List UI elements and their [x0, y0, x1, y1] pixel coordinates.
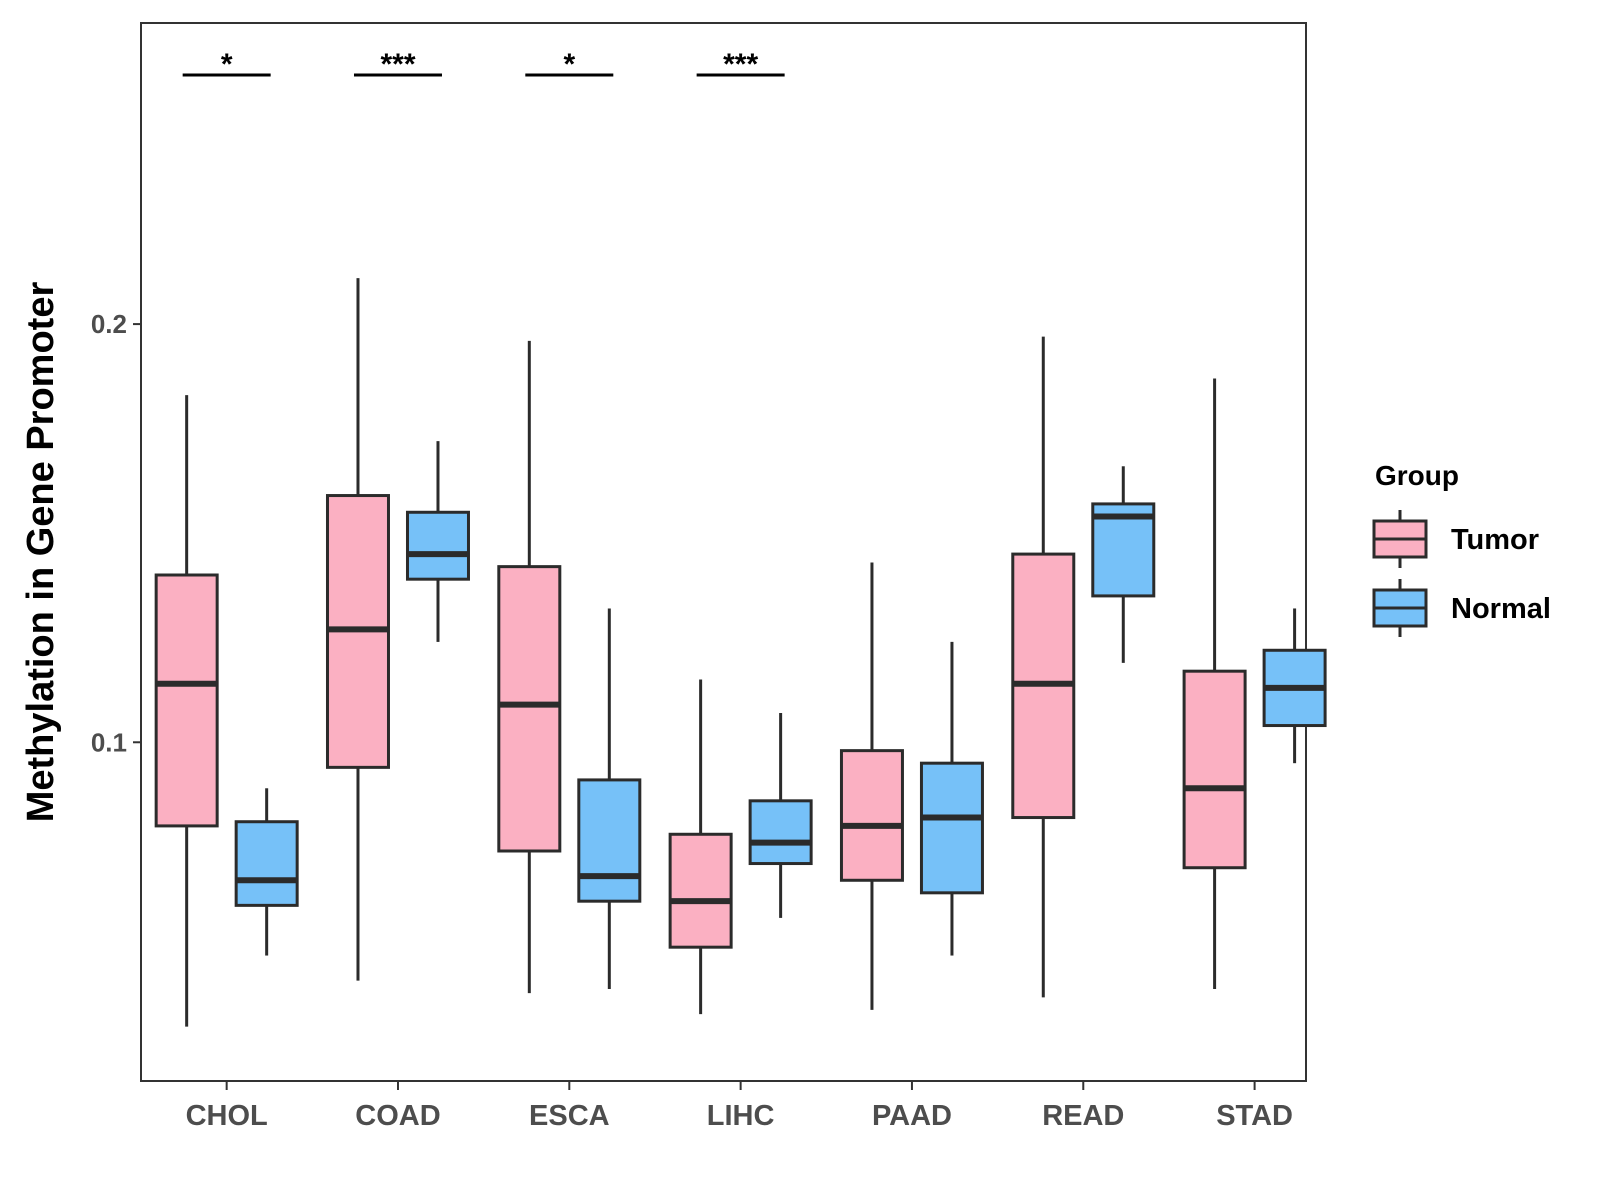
y-tick-label-1: 0.2 — [91, 309, 127, 339]
chart-marks: * *** * *** — [154, 48, 1327, 1027]
x-tick-label-stad: STAD — [1216, 1100, 1293, 1132]
x-tick-label-chol: CHOL — [186, 1100, 268, 1132]
legend-label-normal: Normal — [1451, 593, 1551, 625]
box-paad-normal — [919, 761, 984, 895]
box-esca-tumor — [497, 565, 562, 853]
x-tick-label-lihc: LIHC — [707, 1100, 775, 1132]
box-lihc-tumor — [668, 832, 733, 949]
y-axis-title: Methylation in Gene Promoter — [20, 282, 62, 823]
x-tick-label-read: READ — [1042, 1100, 1124, 1132]
box-esca-normal — [577, 778, 642, 903]
legend: Group Tumor Normal — [1372, 460, 1551, 637]
significance-label-esca: * — [563, 48, 575, 81]
significance-label-coad: *** — [380, 48, 415, 81]
significance-label-chol: * — [221, 48, 233, 81]
x-tick-label-coad: COAD — [355, 1100, 440, 1132]
legend-title: Group — [1375, 460, 1459, 491]
box-chol-tumor — [154, 573, 219, 828]
box-paad-tumor — [839, 749, 904, 882]
box-lihc-normal — [748, 799, 813, 866]
y-tick-label-0: 0.1 — [91, 727, 127, 757]
legend-keys: Tumor Normal — [1372, 510, 1551, 637]
legend-label-tumor: Tumor — [1451, 524, 1539, 556]
box-stad-tumor — [1182, 669, 1247, 870]
chart-axes: 0.1 0.2 CHOL COAD ESCA LIHC PAAD READ STAD — [91, 309, 1293, 1132]
box-chol-normal — [234, 820, 299, 907]
box-coad-normal — [405, 510, 470, 581]
x-tick-label-paad: PAAD — [872, 1100, 952, 1132]
x-tick-label-esca: ESCA — [529, 1100, 610, 1132]
significance-label-lihc: *** — [723, 48, 758, 81]
